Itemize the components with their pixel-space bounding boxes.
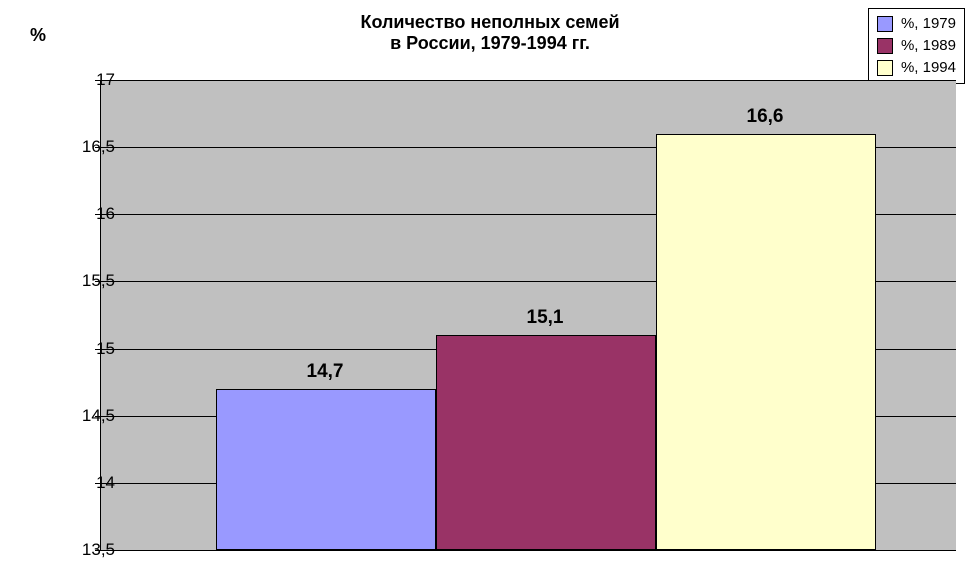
bar-value-label: 16,6 xyxy=(655,106,875,128)
legend-swatch-1979 xyxy=(877,16,893,32)
gridline xyxy=(101,80,956,81)
legend-label: %, 1994 xyxy=(901,57,956,79)
y-tick-label: 14 xyxy=(65,473,115,493)
bar-value-label: 14,7 xyxy=(215,361,435,383)
legend-swatch-1994 xyxy=(877,60,893,76)
y-tick-label: 15,5 xyxy=(65,271,115,291)
legend-item: %, 1979 xyxy=(877,13,956,35)
y-tick-label: 14,5 xyxy=(65,406,115,426)
legend-label: %, 1989 xyxy=(901,35,956,57)
y-tick-label: 15 xyxy=(65,339,115,359)
bar-1994 xyxy=(656,134,876,550)
y-tick-label: 16 xyxy=(65,204,115,224)
bar-1989 xyxy=(436,335,656,550)
chart-title-line2: в России, 1979-1994 гг. xyxy=(390,33,590,53)
legend-label: %, 1979 xyxy=(901,13,956,35)
legend: %, 1979 %, 1989 %, 1994 xyxy=(868,8,965,84)
legend-swatch-1989 xyxy=(877,38,893,54)
legend-item: %, 1994 xyxy=(877,57,956,79)
legend-item: %, 1989 xyxy=(877,35,956,57)
y-tick-label: 17 xyxy=(65,70,115,90)
chart-title: Количество неполных семей в России, 1979… xyxy=(280,12,700,54)
bar-1979 xyxy=(216,389,436,550)
y-tick-label: 13,5 xyxy=(65,540,115,560)
bar-value-label: 15,1 xyxy=(435,307,655,329)
chart-title-line1: Количество неполных семей xyxy=(360,12,619,32)
chart-container: % Количество неполных семей в России, 19… xyxy=(0,0,980,570)
y-axis-title: % xyxy=(30,25,46,46)
y-tick-label: 16,5 xyxy=(65,137,115,157)
